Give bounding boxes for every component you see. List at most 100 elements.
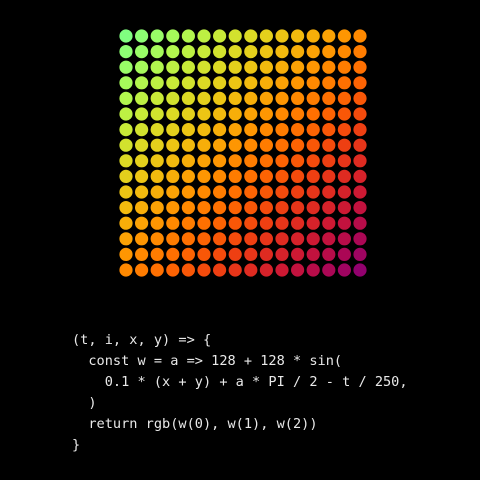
grid-dot [119, 154, 132, 167]
grid-dot [151, 92, 164, 105]
grid-dot [353, 123, 366, 136]
grid-dot [229, 232, 242, 245]
grid-dot [275, 107, 288, 120]
grid-dot [197, 263, 210, 276]
grid-dot [307, 248, 320, 261]
grid-dot [182, 61, 195, 74]
grid-dot [166, 154, 179, 167]
grid-dot [119, 217, 132, 230]
grid-dot [197, 76, 210, 89]
grid-dot [275, 29, 288, 42]
grid-dot [182, 201, 195, 214]
grid-dot [197, 45, 210, 58]
grid-dot [307, 45, 320, 58]
grid-dot [260, 263, 273, 276]
grid-dot [307, 185, 320, 198]
grid-dot [291, 92, 304, 105]
grid-dot [291, 154, 304, 167]
grid-dot [213, 170, 226, 183]
grid-dot [338, 76, 351, 89]
grid-dot [338, 123, 351, 136]
grid-dot [244, 45, 257, 58]
grid-dot [182, 107, 195, 120]
grid-dot [260, 139, 273, 152]
grid-dot [307, 123, 320, 136]
grid-dot [338, 139, 351, 152]
grid-dot [307, 154, 320, 167]
grid-dot [197, 185, 210, 198]
grid-dot [322, 154, 335, 167]
grid-dot [151, 45, 164, 58]
grid-dot [229, 61, 242, 74]
grid-dot [322, 92, 335, 105]
grid-dot [229, 45, 242, 58]
grid-dot [166, 107, 179, 120]
grid-dot [182, 154, 195, 167]
grid-dot [213, 45, 226, 58]
grid-dot [135, 263, 148, 276]
grid-dot [151, 29, 164, 42]
grid-dot [322, 217, 335, 230]
grid-dot [275, 232, 288, 245]
code-line-2: const w = a => 128 + 128 * sin( [72, 351, 408, 372]
grid-dot [229, 170, 242, 183]
grid-dot [229, 217, 242, 230]
grid-dot [229, 248, 242, 261]
grid-dot [135, 201, 148, 214]
grid-dot [353, 248, 366, 261]
grid-dot [353, 139, 366, 152]
grid-dot [275, 154, 288, 167]
grid-dot [229, 107, 242, 120]
grid-dot [275, 248, 288, 261]
grid-dot [166, 263, 179, 276]
grid-dot [135, 76, 148, 89]
grid-dot [166, 201, 179, 214]
grid-dot [213, 185, 226, 198]
grid-dot [166, 123, 179, 136]
grid-dot [244, 29, 257, 42]
grid-dot [322, 248, 335, 261]
grid-dot [197, 154, 210, 167]
grid-dot [322, 139, 335, 152]
grid-dot [166, 170, 179, 183]
grid-dot [151, 201, 164, 214]
grid-dot [307, 232, 320, 245]
grid-dot [322, 201, 335, 214]
grid-dot [151, 61, 164, 74]
grid-dot [353, 217, 366, 230]
grid-dot [275, 263, 288, 276]
grid-dot [275, 185, 288, 198]
grid-dot [307, 263, 320, 276]
grid-dot [213, 107, 226, 120]
grid-dot [197, 107, 210, 120]
grid-dot [213, 29, 226, 42]
grid-dot [338, 29, 351, 42]
grid-dot [119, 232, 132, 245]
grid-dot [353, 154, 366, 167]
grid-dot [213, 263, 226, 276]
grid-dot [213, 248, 226, 261]
grid-dot [197, 201, 210, 214]
grid-dot [244, 76, 257, 89]
grid-dot [244, 185, 257, 198]
grid-dot [182, 139, 195, 152]
grid-dot [353, 201, 366, 214]
grid-dot [119, 29, 132, 42]
grid-dot [275, 92, 288, 105]
grid-dot [135, 123, 148, 136]
grid-dot [244, 61, 257, 74]
grid-dot [119, 45, 132, 58]
code-block: (t, i, x, y) => { const w = a => 128 + 1… [72, 330, 408, 456]
grid-dot [182, 76, 195, 89]
grid-dot [260, 107, 273, 120]
grid-dot [135, 154, 148, 167]
grid-dot [338, 92, 351, 105]
grid-dot [275, 45, 288, 58]
grid-dot [260, 170, 273, 183]
grid-dot [338, 170, 351, 183]
grid-dot [275, 201, 288, 214]
grid-dot [338, 232, 351, 245]
grid-dot [307, 139, 320, 152]
grid-dot [307, 107, 320, 120]
grid-dot [275, 170, 288, 183]
